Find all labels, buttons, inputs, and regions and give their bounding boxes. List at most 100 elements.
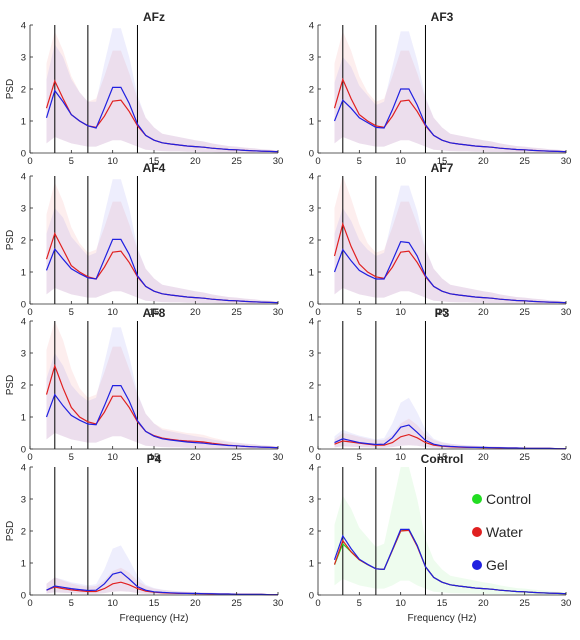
y-tick-label-control-1: 1: [309, 559, 314, 570]
x-tick-label-p3-0: 0: [315, 452, 320, 463]
y-tick-label-af7-1: 1: [309, 268, 314, 279]
x-tick-label-af3-30: 30: [561, 156, 572, 167]
y-tick-label-af3-1: 1: [309, 117, 314, 128]
y-tick-label-control-3: 3: [309, 495, 314, 506]
x-tick-label-af3-0: 0: [315, 156, 320, 167]
x-tick-label-af8-20: 20: [190, 452, 201, 463]
x-tick-label-p3-20: 20: [478, 452, 489, 463]
x-tick-label-control-15: 15: [437, 598, 448, 609]
y-tick-label-af7-4: 4: [309, 172, 314, 183]
panel-title-afz: AFz: [143, 10, 165, 24]
x-tick-label-af8-25: 25: [231, 452, 242, 463]
x-tick-label-afz-0: 0: [27, 156, 32, 167]
y-tick-label-af7-0: 0: [309, 300, 314, 311]
y-tick-label-af7-3: 3: [309, 204, 314, 215]
y-tick-label-p4-1: 1: [21, 559, 26, 570]
x-tick-label-p4-15: 15: [149, 598, 160, 609]
y-tick-label-p4-0: 0: [21, 591, 26, 602]
x-tick-label-af8-5: 5: [69, 452, 74, 463]
x-tick-label-af7-5: 5: [357, 307, 362, 318]
series-af7-gel: [333, 240, 567, 304]
y-tick-label-af7-2: 2: [309, 236, 314, 247]
y-tick-label-af3-0: 0: [309, 149, 314, 160]
legend-marker-water: [472, 527, 482, 537]
x-tick-label-af7-15: 15: [437, 307, 448, 318]
y-tick-label-p4-4: 4: [21, 463, 26, 474]
x-tick-label-af4-5: 5: [69, 307, 74, 318]
band-af3-gel: [334, 31, 566, 153]
y-tick-label-af8-2: 2: [21, 381, 26, 392]
legend-marker-gel: [472, 560, 482, 570]
series-af3-gel: [333, 88, 567, 153]
y-axis-title-af8: PSD: [5, 375, 16, 396]
x-tick-label-control-25: 25: [519, 598, 530, 609]
y-tick-label-af8-1: 1: [21, 413, 26, 424]
x-tick-label-control-10: 10: [395, 598, 406, 609]
x-tick-label-p3-10: 10: [395, 452, 406, 463]
x-axis-title-p4: Frequency (Hz): [120, 613, 189, 624]
x-tick-label-af4-0: 0: [27, 307, 32, 318]
x-tick-label-af3-5: 5: [357, 156, 362, 167]
x-tick-label-control-0: 0: [315, 598, 320, 609]
x-tick-label-af3-10: 10: [395, 156, 406, 167]
y-tick-label-control-4: 4: [309, 463, 314, 474]
y-tick-label-af3-3: 3: [309, 53, 314, 64]
panel-title-p3: P3: [435, 306, 450, 320]
x-tick-label-af8-10: 10: [107, 452, 118, 463]
y-tick-label-af4-2: 2: [21, 236, 26, 247]
series-af8-gel: [45, 385, 279, 449]
x-tick-label-af3-20: 20: [478, 156, 489, 167]
series-control-gel: [333, 528, 567, 595]
x-tick-label-p3-5: 5: [357, 452, 362, 463]
panel-af4: 0 1 2 3 4 0 5 10 15 20 25 30 AF4 PSD: [5, 161, 283, 318]
y-tick-label-afz-1: 1: [21, 117, 26, 128]
panel-title-p4: P4: [147, 452, 162, 466]
band-p3-gel: [334, 397, 566, 449]
y-axis-title-afz: PSD: [5, 79, 16, 100]
x-tick-label-control-20: 20: [478, 598, 489, 609]
y-tick-label-p3-2: 2: [309, 381, 314, 392]
y-tick-label-afz-2: 2: [21, 85, 26, 96]
y-axis-title-af4: PSD: [5, 230, 16, 251]
x-tick-label-afz-15: 15: [149, 156, 160, 167]
y-tick-label-af4-3: 3: [21, 204, 26, 215]
x-tick-label-af3-25: 25: [519, 156, 530, 167]
y-tick-label-p4-2: 2: [21, 527, 26, 538]
band-af8-water: [46, 321, 278, 449]
x-tick-label-af7-10: 10: [395, 307, 406, 318]
band-af3-water: [334, 31, 566, 153]
x-tick-label-p4-20: 20: [190, 598, 201, 609]
band-af7-water: [334, 176, 566, 304]
band-p3-water: [334, 418, 566, 449]
x-tick-label-af4-10: 10: [107, 307, 118, 318]
series-af4-gel: [45, 238, 279, 304]
panel-afz: 0 1 2 3 4 0 5 10 15 20 25 30 AFz PSD: [5, 10, 283, 167]
y-tick-label-af3-2: 2: [309, 85, 314, 96]
x-tick-label-afz-30: 30: [273, 156, 284, 167]
x-tick-label-af4-20: 20: [190, 307, 201, 318]
legend-label-water: Water: [486, 524, 523, 540]
x-tick-label-af8-30: 30: [273, 452, 284, 463]
x-tick-label-afz-5: 5: [69, 156, 74, 167]
x-tick-label-p4-30: 30: [273, 598, 284, 609]
legend-label-gel: Gel: [486, 557, 508, 573]
band-control-control: [334, 467, 566, 595]
panel-af7: 0 1 2 3 4 0 5 10 15 20 25 30 AF7: [309, 161, 572, 318]
band-af4-gel: [46, 179, 278, 304]
x-tick-label-af4-30: 30: [273, 307, 284, 318]
series-p4-gel: [46, 571, 278, 596]
band-af7-gel: [334, 185, 566, 304]
band-afz-water: [46, 31, 278, 153]
x-tick-label-af8-15: 15: [149, 452, 160, 463]
panel-title-af8: AF8: [143, 306, 166, 320]
x-tick-label-control-30: 30: [561, 598, 572, 609]
x-tick-label-af4-15: 15: [149, 307, 160, 318]
y-tick-label-af3-4: 4: [309, 21, 314, 32]
y-tick-label-p4-3: 3: [21, 495, 26, 506]
y-tick-label-control-2: 2: [309, 527, 314, 538]
legend-label-control: Control: [486, 491, 531, 507]
y-tick-label-p3-3: 3: [309, 349, 314, 360]
panel-title-af7: AF7: [431, 161, 454, 175]
